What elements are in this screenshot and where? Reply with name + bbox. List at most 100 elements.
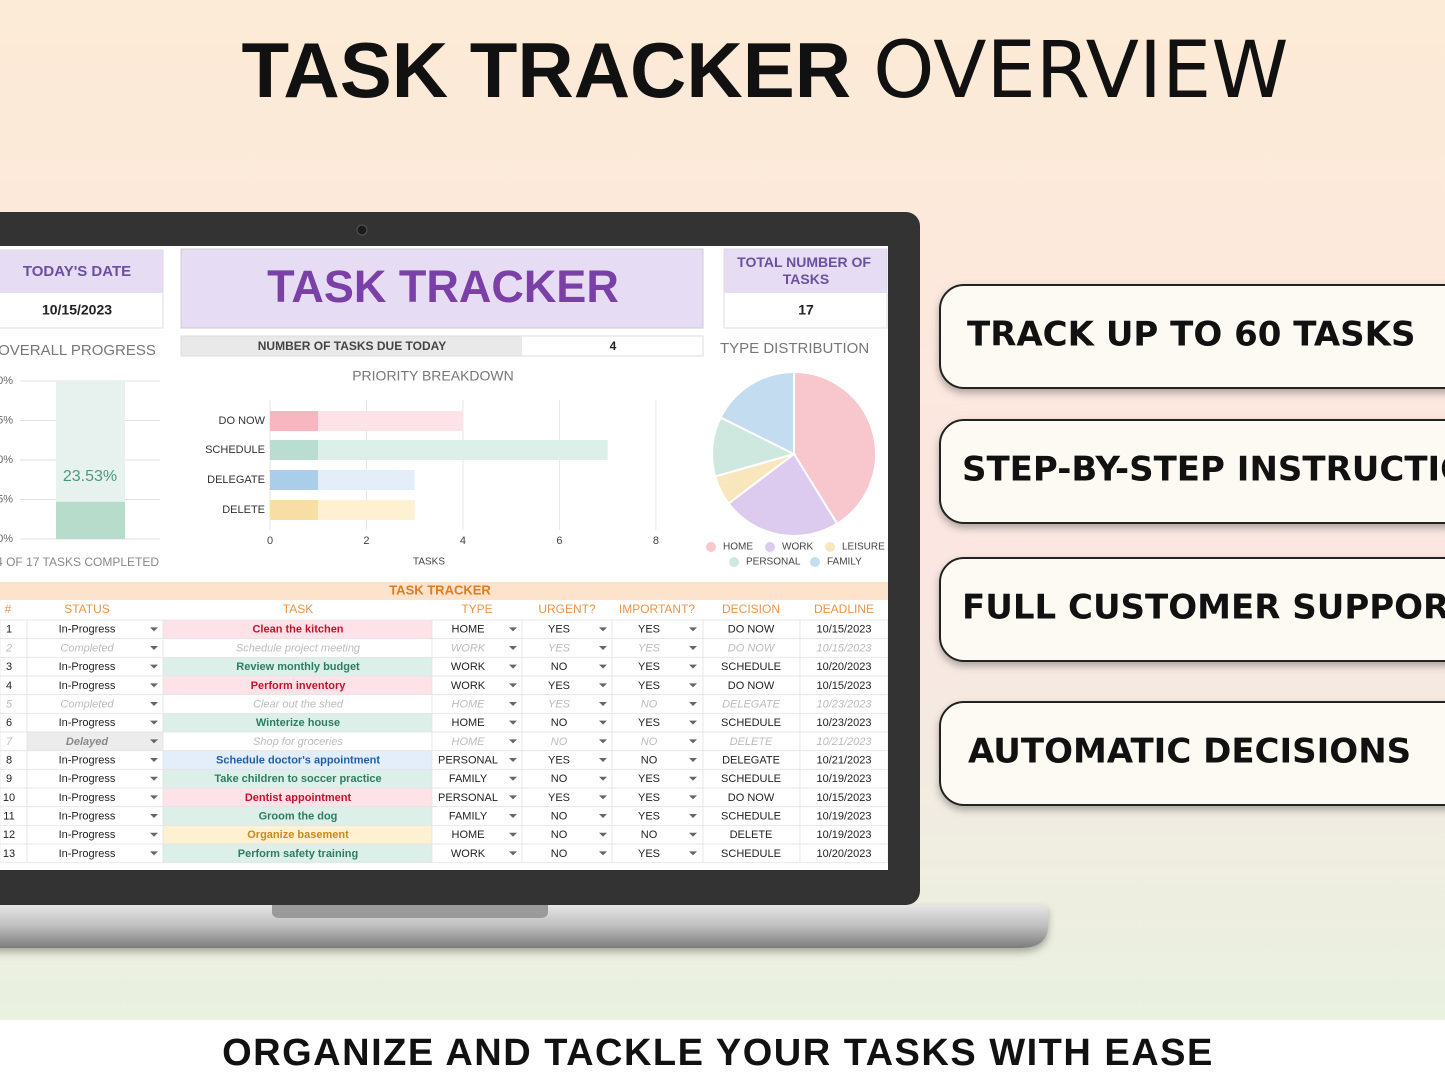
title-light: OVERVIEW (873, 26, 1288, 116)
cell (0, 694, 28, 714)
cell-text: 10/15/2023 (816, 680, 871, 692)
dropdown-arrow (689, 851, 697, 856)
priority-xlabel: TASKS (413, 557, 445, 568)
dropdown-arrow (150, 739, 158, 744)
feature-list: TRACK UP TO 60 TASKS STEP-BY-STEP INSTRUC… (939, 284, 1445, 806)
dropdown-arrow (509, 795, 517, 800)
dropdown-arrow (150, 646, 158, 651)
legend-label: WORK (782, 542, 813, 553)
cell-text: Organize basement (247, 829, 349, 841)
cell-text: Winterize house (256, 717, 340, 729)
total-box (723, 248, 888, 329)
pie-slice (727, 452, 839, 537)
dropdown-arrow (599, 851, 607, 856)
legend-label: FAMILY (827, 557, 862, 568)
y-tick-label: 0% (0, 533, 13, 545)
cell-text: YES (638, 624, 660, 636)
category-label: DELETE (222, 504, 265, 516)
total-value: 17 (798, 302, 814, 318)
cell-text: DELETE (730, 736, 773, 748)
cell (611, 750, 704, 770)
dropdown-arrow (689, 664, 697, 669)
cell-text: 11 (3, 810, 14, 822)
dropdown-arrow (599, 814, 607, 819)
cell-text: Perform inventory (251, 680, 347, 692)
dropdown-arrow (599, 664, 607, 669)
feature-text: AUTOMATIC DECISIONS (968, 732, 1411, 772)
bar-segment (318, 440, 608, 460)
cell-text: WORK (451, 642, 486, 654)
cell-text: In-Progress (59, 624, 116, 636)
cell-text: Clean the kitchen (252, 624, 343, 636)
cell-text: In-Progress (59, 680, 116, 692)
x-tick-label: 4 (460, 535, 466, 547)
cell-text: 10/23/2023 (816, 698, 872, 710)
cell-text: FAMILY (449, 810, 488, 822)
cell-text: YES (638, 792, 660, 804)
cell-text: YES (638, 680, 660, 692)
dropdown-arrow (509, 702, 517, 707)
footer-band (0, 1020, 1445, 1084)
dropdown-arrow (150, 814, 158, 819)
column-header: TASK (283, 602, 313, 616)
dropdown-arrow (150, 851, 158, 856)
dropdown-arrow (509, 646, 517, 651)
pie-slice (711, 416, 797, 478)
date-box (0, 249, 164, 329)
bar-segment (270, 470, 319, 490)
dropdown-arrow (599, 720, 607, 725)
dropdown-arrow (599, 795, 607, 800)
cell (0, 619, 28, 640)
feature-box (939, 284, 1445, 389)
dropdown-arrow (150, 627, 158, 632)
cell-text: Groom the dog (259, 810, 338, 822)
cell-text: NO (551, 717, 568, 729)
cell-text: 10 (3, 792, 15, 804)
dropdown-arrow (599, 627, 607, 632)
camera (356, 224, 368, 236)
dropdown-arrow (509, 627, 517, 632)
cell-text: In-Progress (59, 810, 116, 822)
cell-text: 4 (6, 680, 12, 692)
cell (611, 694, 704, 714)
y-tick-label: 25% (0, 493, 13, 505)
dropdown-arrow (689, 627, 697, 632)
cell-text: DO NOW (728, 792, 775, 804)
dropdown-arrow (599, 758, 607, 763)
date-label: TODAY'S DATE (23, 263, 131, 280)
category-label: DO NOW (219, 415, 266, 427)
legend-label: HOME (723, 542, 753, 553)
cell-text: 10/15/2023 (816, 792, 871, 804)
legend-label: PERSONAL (746, 557, 801, 568)
dropdown-arrow (150, 776, 158, 781)
cell-text: YES (638, 717, 660, 729)
cell-text: NO (551, 773, 568, 785)
cell-text: 6 (6, 717, 12, 729)
cell (799, 843, 888, 864)
total-header (724, 249, 887, 293)
dropdown-arrow (509, 720, 517, 725)
dropdown-arrow (150, 758, 158, 763)
feature-box (939, 557, 1445, 662)
laptop-base (0, 905, 1048, 948)
cell-text: YES (638, 773, 660, 785)
cell-text: SCHEDULE (721, 717, 781, 729)
dropdown-arrow (150, 702, 158, 707)
cell-text: FAMILY (449, 773, 488, 785)
cell-text: 10/20/2023 (816, 848, 871, 860)
cell-text: Schedule doctor's appointment (216, 754, 380, 766)
legend-swatch (706, 542, 716, 552)
cell-text: DELEGATE (722, 754, 780, 766)
legend-label: LEISURE (842, 542, 885, 553)
legend-swatch (765, 542, 775, 552)
cell-text: 10/21/2023 (816, 736, 872, 748)
table-title-band (0, 582, 888, 600)
dropdown-arrow (509, 739, 517, 744)
cell-text: NO (551, 810, 568, 822)
dropdown-arrow (150, 664, 158, 669)
cell-text: 10/23/2023 (816, 717, 871, 729)
cell-text: 10/21/2023 (816, 754, 871, 766)
cell-text: Dentist appointment (245, 792, 352, 804)
cell-text: Schedule project meeting (236, 642, 361, 654)
